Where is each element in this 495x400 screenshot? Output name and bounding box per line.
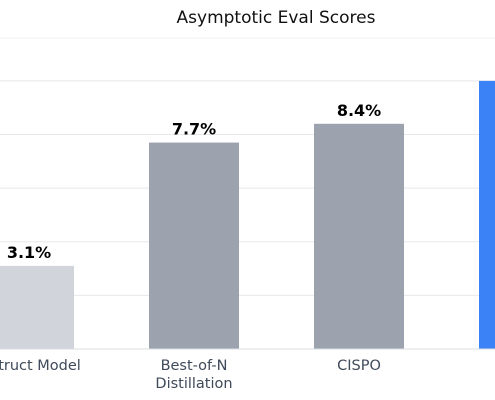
x-tick-labels: Instruct Model Best-of-N Distillation CISPO… bbox=[0, 358, 381, 392]
bars bbox=[0, 80, 495, 350]
bar bbox=[149, 142, 239, 349]
bar-value-label: 8.4% bbox=[337, 101, 381, 120]
value-labels: 3.1% 7.7% 8.4% bbox=[7, 101, 381, 262]
bar-value-label: 7.7% bbox=[172, 120, 216, 139]
bar bbox=[479, 80, 495, 350]
x-tick-label: Best-of-N bbox=[161, 358, 228, 374]
chart-title: Asymptotic Eval Scores bbox=[177, 8, 376, 28]
x-tick-label: Distillation bbox=[155, 376, 232, 392]
x-tick-label: Instruct Model bbox=[0, 358, 81, 374]
grid-lines bbox=[0, 37, 495, 296]
x-tick-label: CISPO bbox=[337, 358, 381, 374]
bar bbox=[0, 265, 74, 349]
bar bbox=[314, 123, 404, 349]
bar-value-label: 3.1% bbox=[7, 243, 51, 262]
